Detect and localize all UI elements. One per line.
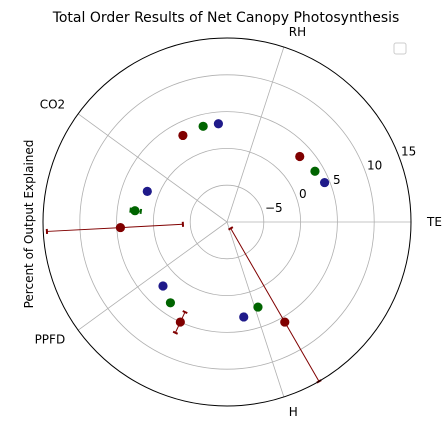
error-bar-0 bbox=[46, 223, 183, 232]
spoke-rh bbox=[226, 46, 285, 223]
data-point-0-4 bbox=[280, 317, 290, 327]
category-label-rh: RH bbox=[289, 25, 306, 39]
radial-tick-label-1: 0 bbox=[299, 187, 307, 201]
data-point-1-0 bbox=[310, 166, 320, 176]
category-label-temp: TEMP bbox=[426, 215, 443, 229]
data-point-1-4 bbox=[253, 302, 263, 312]
data-point-0-0 bbox=[295, 151, 305, 162]
error-bar-cap-1-0 bbox=[228, 226, 234, 231]
data-point-2-3 bbox=[158, 281, 168, 291]
data-point-1-3 bbox=[165, 298, 176, 308]
data-point-2-2 bbox=[142, 186, 152, 197]
radial-tick-label-2: 5 bbox=[333, 173, 341, 187]
data-point-1-2 bbox=[130, 206, 140, 216]
data-point-2-4 bbox=[239, 312, 249, 322]
legend bbox=[393, 42, 407, 55]
data-point-0-2 bbox=[115, 222, 126, 233]
spoke-co2 bbox=[77, 113, 228, 223]
radial-tick-label-3: 10 bbox=[367, 159, 382, 173]
radial-tick-label-0: −5 bbox=[265, 201, 283, 215]
data-point-1-1 bbox=[198, 121, 208, 131]
data-point-0-1 bbox=[178, 130, 188, 141]
data-point-2-1 bbox=[213, 119, 224, 129]
error-bar-cap-2-0 bbox=[139, 208, 143, 215]
data-points bbox=[115, 119, 330, 327]
radial-tick-label-4: 15 bbox=[401, 145, 416, 159]
chart-title: Total Order Results of Net Canopy Photos… bbox=[52, 10, 400, 26]
spoke-ppfd bbox=[77, 221, 228, 331]
error-bar-cap-3-0 bbox=[182, 310, 188, 315]
data-point-2-0 bbox=[319, 177, 330, 188]
category-label-co2: CO2 bbox=[40, 97, 65, 111]
category-spokes bbox=[77, 46, 411, 398]
category-label-ppfd: PPFD bbox=[35, 333, 66, 347]
error-bar-1 bbox=[230, 228, 320, 382]
data-point-0-3 bbox=[175, 317, 185, 327]
polar-spine bbox=[42, 37, 412, 407]
category-label-h: H bbox=[289, 405, 298, 419]
category-labels: TEMP RH CO2 PPFD H bbox=[35, 25, 443, 419]
error-bars bbox=[45, 207, 322, 384]
radial-tick-labels: −5 0 5 10 15 bbox=[265, 145, 416, 215]
y-axis-label: Percent of Output Explained bbox=[22, 140, 36, 309]
error-bar-cap-3-1 bbox=[172, 330, 179, 335]
